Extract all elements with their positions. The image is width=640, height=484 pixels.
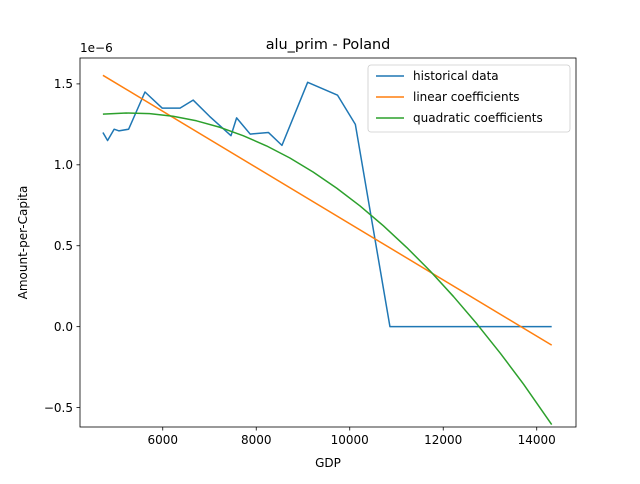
x-tick-label: 6000: [147, 433, 178, 447]
y-tick-label: 0.5: [54, 239, 73, 253]
y-axis-ticks: −0.5 0.0 0.5 1.0 1.5: [44, 77, 80, 415]
legend-frame: [367, 64, 571, 133]
y-axis-label: Amount-per-Capita: [16, 186, 30, 300]
x-tick-label: 12000: [424, 433, 462, 447]
y-tick-label: 1.5: [54, 77, 73, 91]
legend-label-quadratic: quadratic coefficients: [413, 111, 543, 125]
x-tick-label: 10000: [331, 433, 369, 447]
legend-label-historical: historical data: [413, 69, 499, 83]
legend-label-linear: linear coefficients: [413, 90, 520, 104]
y-tick-label: −0.5: [44, 401, 73, 415]
x-axis-label: GDP: [315, 456, 341, 470]
plot-lines: [102, 74, 553, 425]
series-line-quadratic-coefficients: [102, 112, 553, 425]
y-tick-label: 0.0: [54, 320, 73, 334]
plot-frame: [79, 57, 577, 428]
x-tick-label: 14000: [518, 433, 556, 447]
x-tick-label: 8000: [241, 433, 272, 447]
series-line-historical-data: [102, 81, 552, 328]
y-tick-label: 1.0: [54, 158, 73, 172]
y-offset-label: 1e−6: [80, 41, 113, 55]
x-axis-ticks: 6000 8000 10000 12000 14000: [147, 427, 556, 447]
series-line-linear-coefficients: [102, 74, 553, 346]
legend: historical data linear coefficients quad…: [367, 64, 571, 133]
chart-title: alu_prim - Poland: [266, 37, 391, 53]
